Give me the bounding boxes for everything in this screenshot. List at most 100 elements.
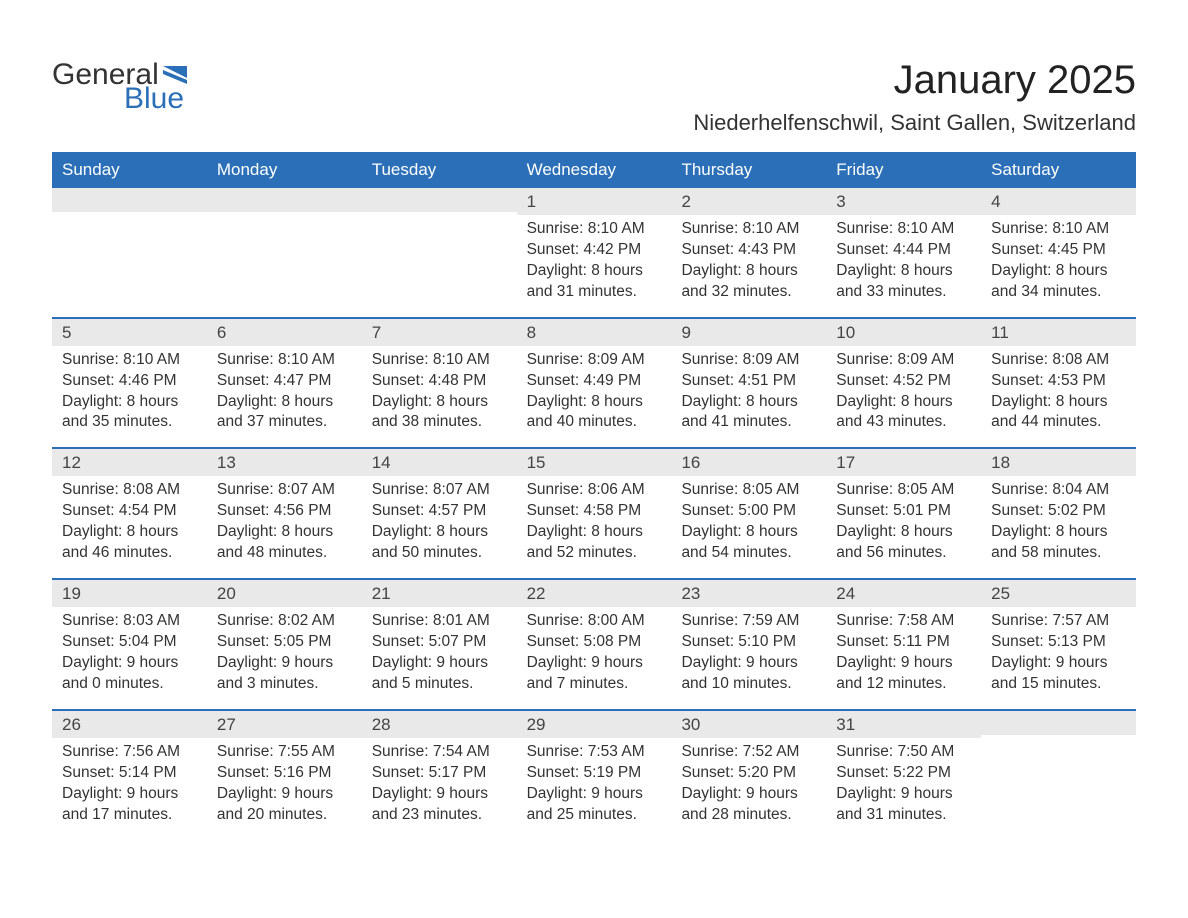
sunset-text: Sunset: 5:07 PM xyxy=(372,632,507,653)
day-cell: 17Sunrise: 8:05 AMSunset: 5:01 PMDayligh… xyxy=(826,449,981,578)
day-number: 18 xyxy=(981,449,1136,476)
day-cell: 5Sunrise: 8:10 AMSunset: 4:46 PMDaylight… xyxy=(52,319,207,448)
day-cell: 16Sunrise: 8:05 AMSunset: 5:00 PMDayligh… xyxy=(671,449,826,578)
day-number: 27 xyxy=(207,711,362,738)
day-body xyxy=(52,212,207,216)
sunset-text: Sunset: 4:47 PM xyxy=(217,371,352,392)
day-cell: 23Sunrise: 7:59 AMSunset: 5:10 PMDayligh… xyxy=(671,580,826,709)
day-number: 1 xyxy=(517,188,672,215)
daylight-text: Daylight: 8 hours and 58 minutes. xyxy=(991,522,1126,564)
daylight-text: Daylight: 8 hours and 40 minutes. xyxy=(527,392,662,434)
dow-monday: Monday xyxy=(207,152,362,188)
day-number: 16 xyxy=(671,449,826,476)
daylight-text: Daylight: 9 hours and 12 minutes. xyxy=(836,653,971,695)
sunset-text: Sunset: 4:52 PM xyxy=(836,371,971,392)
day-number: 11 xyxy=(981,319,1136,346)
day-number: 24 xyxy=(826,580,981,607)
sunrise-text: Sunrise: 8:02 AM xyxy=(217,611,352,632)
day-body: Sunrise: 8:00 AMSunset: 5:08 PMDaylight:… xyxy=(517,607,672,695)
sunset-text: Sunset: 4:42 PM xyxy=(527,240,662,261)
sunset-text: Sunset: 5:13 PM xyxy=(991,632,1126,653)
day-body: Sunrise: 8:10 AMSunset: 4:45 PMDaylight:… xyxy=(981,215,1136,303)
sunset-text: Sunset: 4:46 PM xyxy=(62,371,197,392)
day-body: Sunrise: 8:10 AMSunset: 4:43 PMDaylight:… xyxy=(671,215,826,303)
day-cell: 28Sunrise: 7:54 AMSunset: 5:17 PMDayligh… xyxy=(362,711,517,840)
day-body: Sunrise: 8:09 AMSunset: 4:51 PMDaylight:… xyxy=(671,346,826,434)
day-body: Sunrise: 8:04 AMSunset: 5:02 PMDaylight:… xyxy=(981,476,1136,564)
day-cell: 4Sunrise: 8:10 AMSunset: 4:45 PMDaylight… xyxy=(981,188,1136,317)
daylight-text: Daylight: 8 hours and 52 minutes. xyxy=(527,522,662,564)
day-cell: 10Sunrise: 8:09 AMSunset: 4:52 PMDayligh… xyxy=(826,319,981,448)
daylight-text: Daylight: 8 hours and 46 minutes. xyxy=(62,522,197,564)
sunrise-text: Sunrise: 8:10 AM xyxy=(991,219,1126,240)
sunrise-text: Sunrise: 8:10 AM xyxy=(681,219,816,240)
daylight-text: Daylight: 9 hours and 17 minutes. xyxy=(62,784,197,826)
sunset-text: Sunset: 5:14 PM xyxy=(62,763,197,784)
sunset-text: Sunset: 5:20 PM xyxy=(681,763,816,784)
daylight-text: Daylight: 8 hours and 54 minutes. xyxy=(681,522,816,564)
day-cell xyxy=(981,711,1136,840)
day-cell: 22Sunrise: 8:00 AMSunset: 5:08 PMDayligh… xyxy=(517,580,672,709)
day-number: 17 xyxy=(826,449,981,476)
day-number: 7 xyxy=(362,319,517,346)
day-body xyxy=(981,735,1136,739)
daylight-text: Daylight: 8 hours and 41 minutes. xyxy=(681,392,816,434)
day-cell: 7Sunrise: 8:10 AMSunset: 4:48 PMDaylight… xyxy=(362,319,517,448)
day-body: Sunrise: 8:07 AMSunset: 4:57 PMDaylight:… xyxy=(362,476,517,564)
day-cell: 3Sunrise: 8:10 AMSunset: 4:44 PMDaylight… xyxy=(826,188,981,317)
dow-row: Sunday Monday Tuesday Wednesday Thursday… xyxy=(52,152,1136,188)
sunrise-text: Sunrise: 7:53 AM xyxy=(527,742,662,763)
day-number: 9 xyxy=(671,319,826,346)
sunrise-text: Sunrise: 8:10 AM xyxy=(217,350,352,371)
day-body xyxy=(362,212,517,216)
day-body: Sunrise: 7:54 AMSunset: 5:17 PMDaylight:… xyxy=(362,738,517,826)
day-cell xyxy=(362,188,517,317)
day-body: Sunrise: 7:58 AMSunset: 5:11 PMDaylight:… xyxy=(826,607,981,695)
sunrise-text: Sunrise: 7:50 AM xyxy=(836,742,971,763)
sunset-text: Sunset: 4:48 PM xyxy=(372,371,507,392)
sunrise-text: Sunrise: 7:55 AM xyxy=(217,742,352,763)
day-body: Sunrise: 8:10 AMSunset: 4:46 PMDaylight:… xyxy=(52,346,207,434)
daylight-text: Daylight: 9 hours and 23 minutes. xyxy=(372,784,507,826)
sunset-text: Sunset: 4:49 PM xyxy=(527,371,662,392)
dow-saturday: Saturday xyxy=(981,152,1136,188)
day-body: Sunrise: 8:08 AMSunset: 4:54 PMDaylight:… xyxy=(52,476,207,564)
header: General Blue January 2025 Niederhelfensc… xyxy=(52,60,1136,136)
day-cell: 11Sunrise: 8:08 AMSunset: 4:53 PMDayligh… xyxy=(981,319,1136,448)
calendar: Sunday Monday Tuesday Wednesday Thursday… xyxy=(52,152,1136,839)
dow-thursday: Thursday xyxy=(671,152,826,188)
sunset-text: Sunset: 5:02 PM xyxy=(991,501,1126,522)
sunrise-text: Sunrise: 8:08 AM xyxy=(991,350,1126,371)
day-cell: 1Sunrise: 8:10 AMSunset: 4:42 PMDaylight… xyxy=(517,188,672,317)
day-cell: 30Sunrise: 7:52 AMSunset: 5:20 PMDayligh… xyxy=(671,711,826,840)
sunrise-text: Sunrise: 8:05 AM xyxy=(681,480,816,501)
sunset-text: Sunset: 5:08 PM xyxy=(527,632,662,653)
day-cell: 19Sunrise: 8:03 AMSunset: 5:04 PMDayligh… xyxy=(52,580,207,709)
day-number: 25 xyxy=(981,580,1136,607)
day-body: Sunrise: 7:52 AMSunset: 5:20 PMDaylight:… xyxy=(671,738,826,826)
title-block: January 2025 Niederhelfenschwil, Saint G… xyxy=(693,60,1136,136)
sunrise-text: Sunrise: 8:09 AM xyxy=(527,350,662,371)
day-cell xyxy=(52,188,207,317)
day-number: 14 xyxy=(362,449,517,476)
day-body: Sunrise: 7:59 AMSunset: 5:10 PMDaylight:… xyxy=(671,607,826,695)
sunset-text: Sunset: 4:51 PM xyxy=(681,371,816,392)
day-body: Sunrise: 8:05 AMSunset: 5:00 PMDaylight:… xyxy=(671,476,826,564)
sunset-text: Sunset: 4:57 PM xyxy=(372,501,507,522)
day-number xyxy=(52,188,207,212)
day-cell: 21Sunrise: 8:01 AMSunset: 5:07 PMDayligh… xyxy=(362,580,517,709)
sunrise-text: Sunrise: 8:05 AM xyxy=(836,480,971,501)
day-number: 21 xyxy=(362,580,517,607)
sunrise-text: Sunrise: 8:00 AM xyxy=(527,611,662,632)
day-body: Sunrise: 8:08 AMSunset: 4:53 PMDaylight:… xyxy=(981,346,1136,434)
sunrise-text: Sunrise: 7:52 AM xyxy=(681,742,816,763)
daylight-text: Daylight: 8 hours and 31 minutes. xyxy=(527,261,662,303)
daylight-text: Daylight: 8 hours and 43 minutes. xyxy=(836,392,971,434)
day-cell: 2Sunrise: 8:10 AMSunset: 4:43 PMDaylight… xyxy=(671,188,826,317)
dow-wednesday: Wednesday xyxy=(517,152,672,188)
sunrise-text: Sunrise: 8:07 AM xyxy=(217,480,352,501)
week-row: 12Sunrise: 8:08 AMSunset: 4:54 PMDayligh… xyxy=(52,447,1136,578)
day-cell: 15Sunrise: 8:06 AMSunset: 4:58 PMDayligh… xyxy=(517,449,672,578)
day-cell: 14Sunrise: 8:07 AMSunset: 4:57 PMDayligh… xyxy=(362,449,517,578)
day-cell: 13Sunrise: 8:07 AMSunset: 4:56 PMDayligh… xyxy=(207,449,362,578)
